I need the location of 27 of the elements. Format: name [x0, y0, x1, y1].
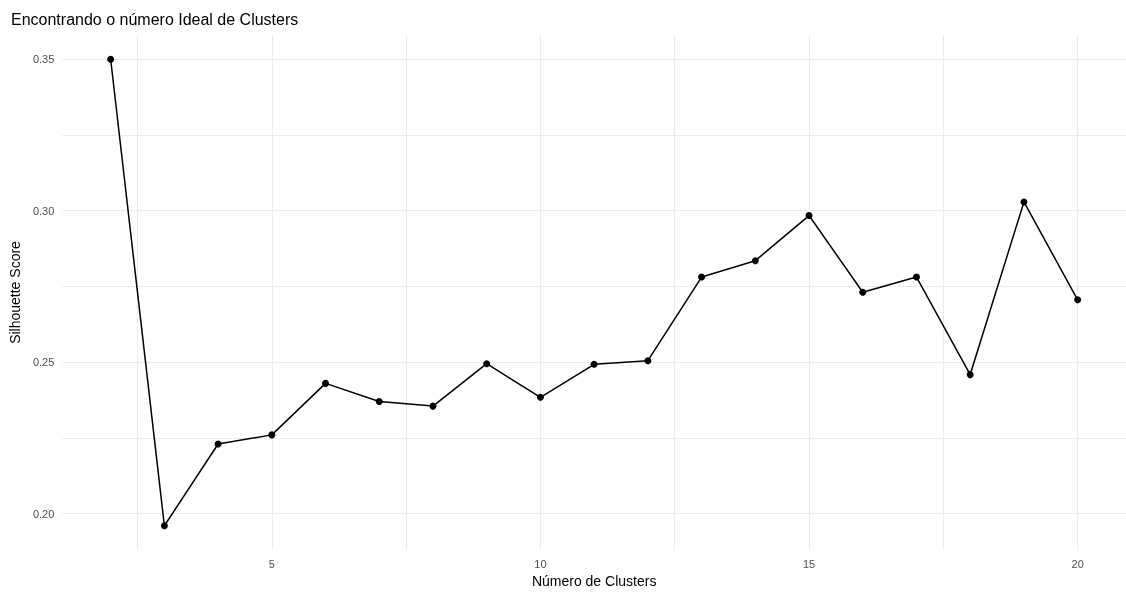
point: [322, 379, 330, 387]
x-tick-label: 5: [268, 557, 275, 570]
x-tick-label: 20: [1071, 557, 1084, 570]
point: [751, 257, 759, 265]
point: [644, 357, 652, 365]
point: [160, 522, 168, 530]
point: [536, 393, 544, 401]
x-tick-label: 15: [802, 557, 816, 570]
point: [375, 398, 383, 406]
point: [859, 288, 867, 296]
point: [698, 273, 706, 281]
point: [268, 431, 276, 439]
y-tick-label: 0.35: [32, 53, 55, 66]
point: [107, 55, 115, 63]
y-axis-title: Silhouette Score: [7, 240, 23, 344]
x-axis-title: Número de Clusters: [531, 572, 657, 589]
point: [590, 360, 598, 368]
point: [805, 212, 813, 220]
point: [1074, 296, 1082, 304]
y-tick-label: 0.30: [32, 204, 55, 217]
point: [483, 360, 491, 368]
point: [966, 371, 974, 379]
y-tick-label: 0.25: [32, 356, 55, 369]
x-tick-label: 10: [534, 557, 547, 570]
point: [912, 273, 920, 281]
y-tick-label: 0.20: [32, 507, 55, 520]
chart-title: Encontrando o número Ideal de Clusters: [11, 10, 299, 28]
